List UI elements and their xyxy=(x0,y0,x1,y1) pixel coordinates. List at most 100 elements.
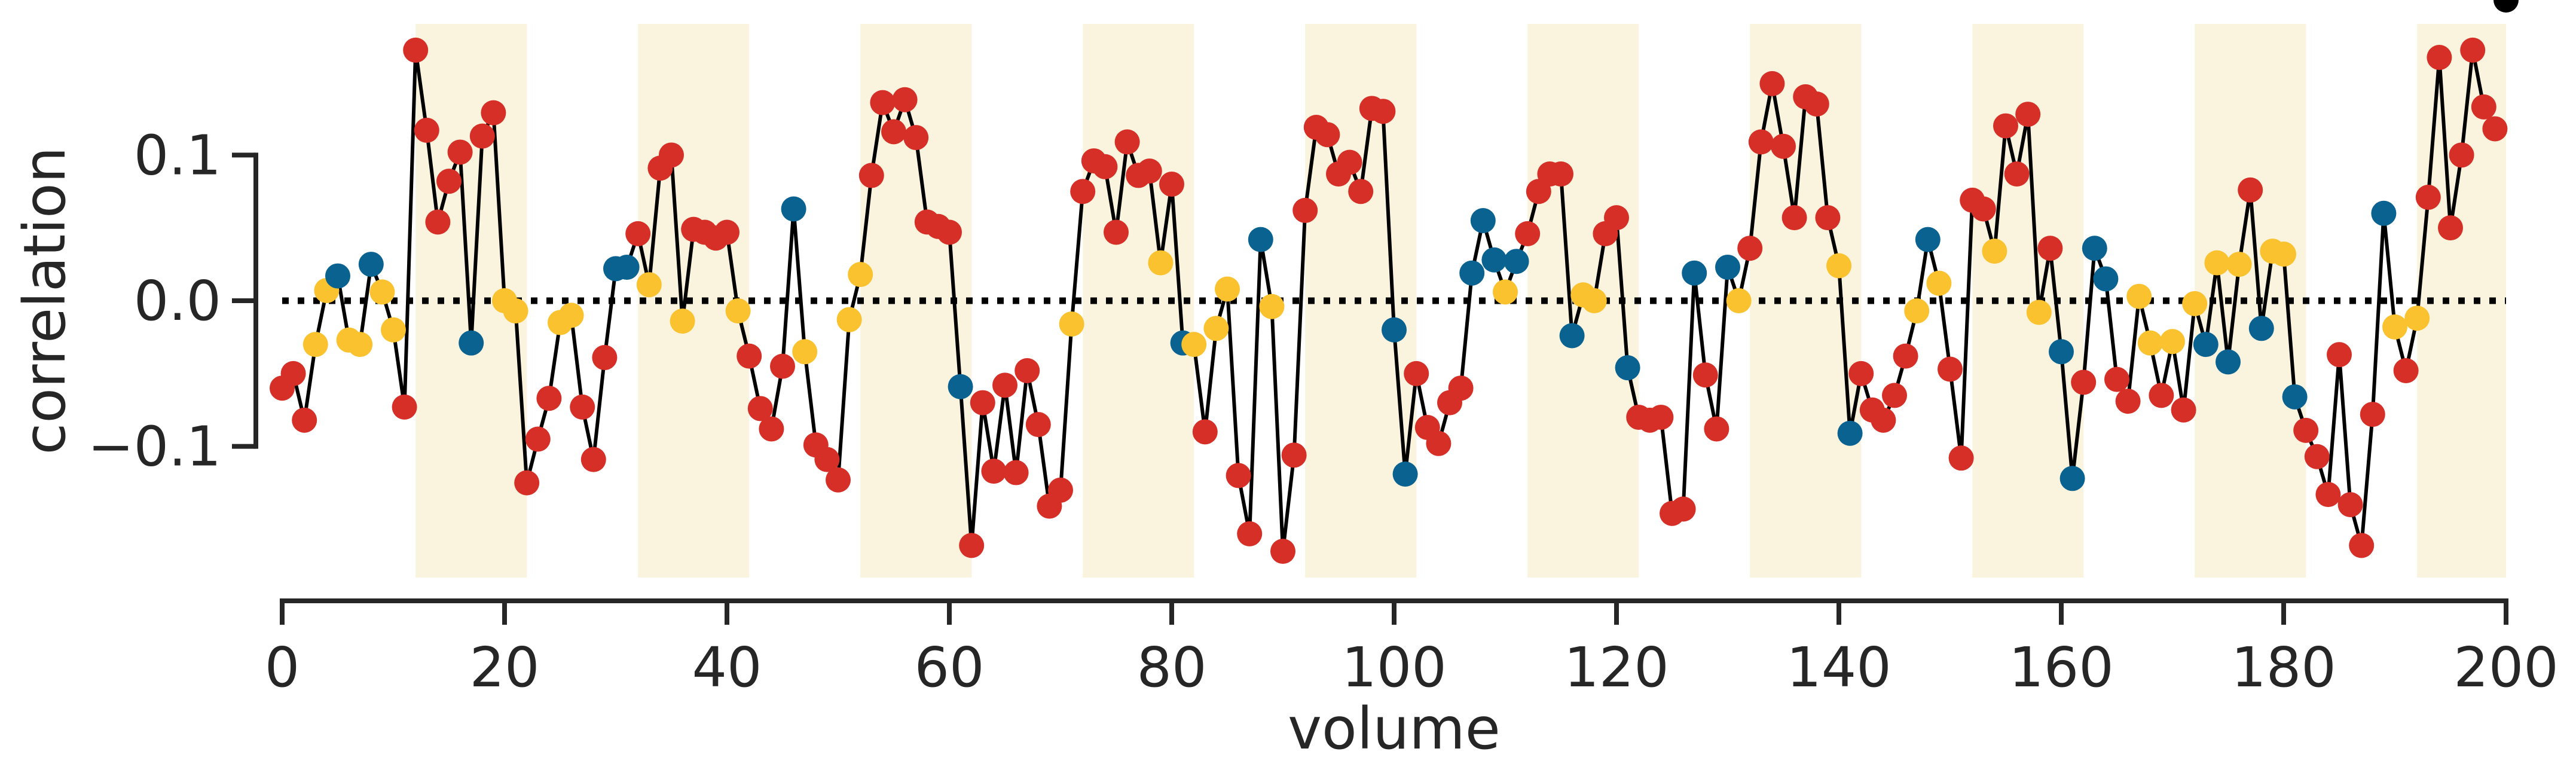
data-point-164 xyxy=(2093,266,2119,292)
data-point-102 xyxy=(1404,361,1429,386)
data-point-28 xyxy=(580,447,606,472)
data-point-168 xyxy=(2137,330,2163,356)
x-tick-label: 80 xyxy=(1136,636,1206,699)
data-point-128 xyxy=(1692,362,1718,388)
data-point-82 xyxy=(1181,332,1207,358)
data-point-195 xyxy=(2438,215,2463,241)
data-point-147 xyxy=(1904,298,1930,324)
data-point-115 xyxy=(1548,161,1573,187)
data-point-67 xyxy=(1014,358,1040,383)
data-point-150 xyxy=(1938,356,1963,382)
data-point-42 xyxy=(737,343,762,369)
data-point-54 xyxy=(870,90,896,115)
data-point-171 xyxy=(2171,397,2196,423)
data-point-106 xyxy=(1448,375,1474,401)
data-point-146 xyxy=(1893,343,1918,369)
data-point-21 xyxy=(503,298,528,324)
data-point-108 xyxy=(1470,207,1496,233)
data-point-153 xyxy=(1970,196,1996,222)
data-point-120 xyxy=(1604,205,1629,231)
data-point-181 xyxy=(2282,384,2308,410)
data-point-200 xyxy=(2494,0,2519,13)
data-point-172 xyxy=(2182,291,2208,316)
data-point-87 xyxy=(1237,521,1263,546)
x-tick-label: 140 xyxy=(1786,636,1891,699)
data-point-159 xyxy=(2037,236,2063,261)
data-point-170 xyxy=(2160,329,2185,355)
data-point-163 xyxy=(2082,236,2107,261)
data-point-136 xyxy=(1781,205,1807,231)
data-point-46 xyxy=(781,196,806,222)
data-point-80 xyxy=(1159,172,1184,197)
data-point-27 xyxy=(570,394,595,420)
data-point-79 xyxy=(1148,250,1174,276)
data-point-9 xyxy=(369,279,395,305)
data-point-26 xyxy=(558,303,584,328)
data-point-126 xyxy=(1670,496,1696,522)
data-point-174 xyxy=(2204,250,2230,276)
data-point-65 xyxy=(992,372,1017,398)
data-point-16 xyxy=(447,139,473,165)
data-point-196 xyxy=(2449,142,2474,168)
data-point-162 xyxy=(2071,369,2097,395)
data-point-157 xyxy=(2015,102,2041,127)
data-point-169 xyxy=(2149,383,2174,408)
data-point-127 xyxy=(1682,260,1707,286)
data-point-78 xyxy=(1136,158,1162,184)
data-point-64 xyxy=(981,459,1007,484)
x-tick-label: 60 xyxy=(914,636,984,699)
data-point-47 xyxy=(792,339,818,365)
data-point-191 xyxy=(2393,358,2419,383)
data-point-118 xyxy=(1581,288,1607,313)
data-point-177 xyxy=(2238,177,2263,203)
data-point-144 xyxy=(1871,407,1896,433)
data-point-19 xyxy=(481,100,506,126)
data-point-1 xyxy=(280,361,306,386)
data-point-55 xyxy=(881,119,906,145)
data-point-165 xyxy=(2104,366,2129,392)
data-point-161 xyxy=(2059,466,2085,491)
data-point-138 xyxy=(1804,91,1829,117)
data-point-139 xyxy=(1815,205,1841,231)
data-point-109 xyxy=(1481,247,1507,273)
data-point-33 xyxy=(636,272,662,298)
x-tick-label: 160 xyxy=(2009,636,2114,699)
y-tick-label: −0.1 xyxy=(88,415,221,479)
data-point-31 xyxy=(614,254,640,280)
data-point-133 xyxy=(1748,129,1774,155)
data-point-180 xyxy=(2271,242,2296,267)
data-point-86 xyxy=(1226,463,1251,488)
data-point-83 xyxy=(1192,419,1218,445)
data-point-188 xyxy=(2360,402,2385,427)
data-point-176 xyxy=(2226,252,2252,277)
data-point-41 xyxy=(725,298,751,324)
data-point-84 xyxy=(1203,316,1229,341)
data-point-107 xyxy=(1459,260,1485,286)
data-point-132 xyxy=(1737,236,1763,261)
data-point-72 xyxy=(1070,179,1096,204)
data-point-129 xyxy=(1704,416,1729,442)
x-tick-label: 200 xyxy=(2453,636,2559,699)
data-point-186 xyxy=(2337,492,2363,518)
data-point-85 xyxy=(1215,276,1240,302)
data-point-91 xyxy=(1281,442,1307,468)
data-point-112 xyxy=(1515,221,1541,246)
data-point-192 xyxy=(2404,306,2430,331)
data-point-187 xyxy=(2349,533,2375,558)
x-tick-label: 100 xyxy=(1342,636,1447,699)
data-point-18 xyxy=(469,123,495,149)
data-point-190 xyxy=(2382,314,2407,340)
data-point-131 xyxy=(1726,288,1752,313)
data-point-121 xyxy=(1615,355,1640,381)
y-axis: −0.1 0.0 0.1 xyxy=(88,123,258,479)
data-point-36 xyxy=(670,308,695,334)
data-point-199 xyxy=(2482,116,2508,142)
data-point-142 xyxy=(1848,361,1874,386)
data-point-156 xyxy=(2004,161,2030,187)
data-point-2 xyxy=(292,407,317,433)
data-point-182 xyxy=(2293,417,2319,443)
data-point-158 xyxy=(2026,300,2052,325)
data-point-97 xyxy=(1348,179,1374,204)
data-point-178 xyxy=(2248,316,2274,341)
